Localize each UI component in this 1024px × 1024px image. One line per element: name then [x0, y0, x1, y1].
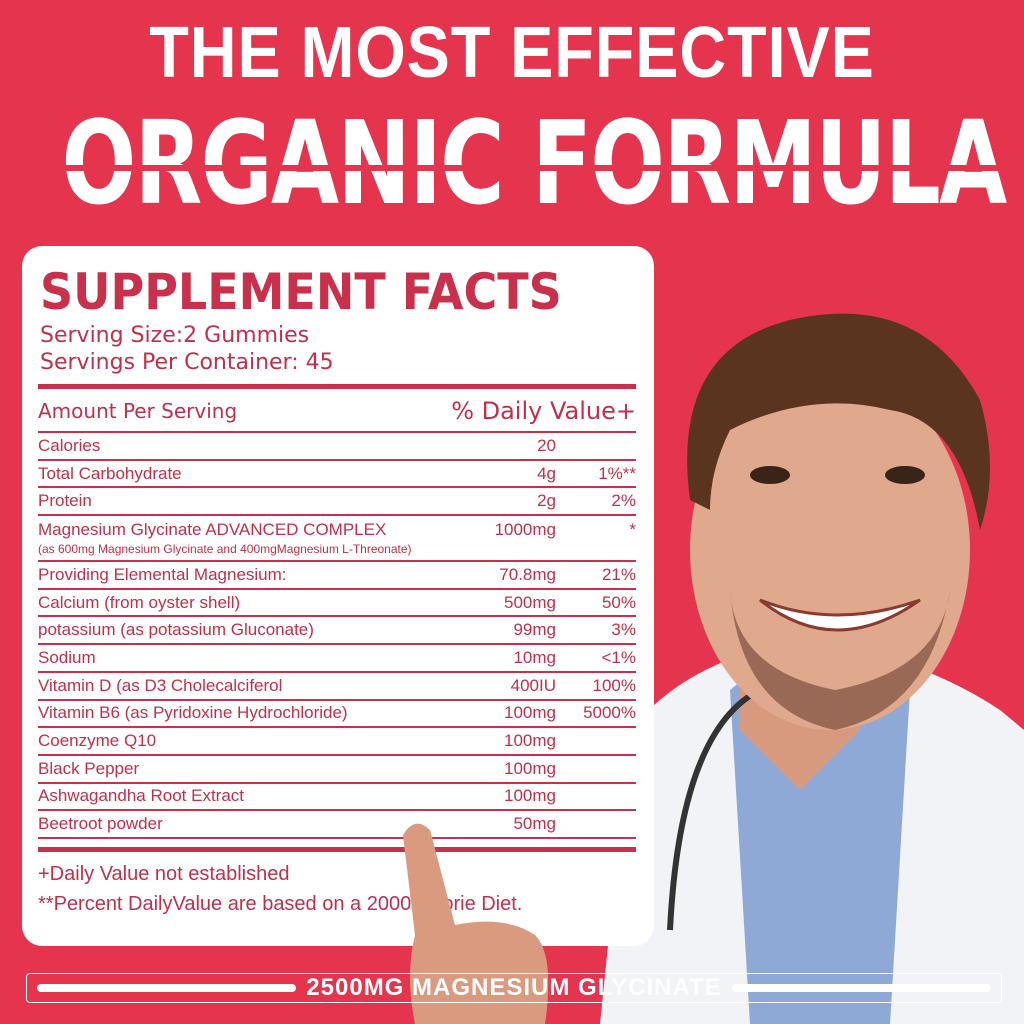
- nutrient-name: Total Carbohydrate: [38, 464, 476, 484]
- nutrient-dv: 3%: [611, 620, 636, 640]
- facts-title: SUPPLEMENT FACTS: [40, 263, 562, 321]
- nutrient-label: Sodium: [38, 647, 96, 667]
- banner-bar-right: [731, 984, 991, 992]
- table-row: potassium (as potassium Gluconate) 99mg 3%: [38, 617, 636, 646]
- banner-bar-left: [37, 984, 297, 992]
- headline-line1: THE MOST EFFECTIVE: [149, 13, 875, 93]
- nutrient-dv: 21%: [601, 564, 636, 584]
- nutrient-dv: *: [629, 520, 636, 540]
- table-row: Providing Elemental Magnesium: 70.8mg 21%: [38, 562, 636, 590]
- nutrient-label: Vitamin B6 (as Pyridoxine Hydrochloride): [38, 703, 348, 723]
- nutrient-dv: 1%**: [598, 463, 636, 483]
- nutrient-amount: 20: [537, 435, 556, 455]
- nutrient-name: Beetroot powder: [38, 814, 476, 834]
- nutrient-amount: 100mg: [504, 758, 556, 778]
- nutrient-name: potassium (as potassium Gluconate): [38, 620, 476, 640]
- nutrient-name: Sodium: [38, 648, 476, 668]
- nutrient-label: Vitamin D (as D3 Cholecalciferol: [38, 675, 283, 695]
- nutrient-label: Coenzyme Q10: [38, 731, 157, 751]
- nutrient-label: Beetroot powder: [38, 814, 163, 834]
- nutrient-amount: 400IU: [510, 675, 556, 695]
- table-row: Vitamin D (as D3 Cholecalciferol 400IU 100…: [38, 673, 636, 701]
- nutrient-amount: 4g: [537, 463, 556, 483]
- nutrient-label: Protein: [38, 491, 92, 511]
- table-row: Total Carbohydrate 4g 1%**: [38, 461, 636, 489]
- nutrient-name: Providing Elemental Magnesium:: [38, 565, 476, 585]
- nutrient-name: Calories: [38, 436, 476, 456]
- table-row: Magnesium Glycinate ADVANCED COMPLEX (as …: [38, 516, 636, 563]
- nutrient-name: Vitamin B6 (as Pyridoxine Hydrochloride): [38, 703, 476, 723]
- nutrient-amount: 50mg: [513, 814, 556, 834]
- nutrient-label: Calcium (from oyster shell): [38, 592, 241, 612]
- nutrient-dv: 50%: [601, 592, 636, 612]
- nutrient-label: potassium (as potassium Gluconate): [38, 620, 314, 640]
- nutrient-dv: 2%: [611, 491, 636, 511]
- footnote-1: +Daily Value not established: [38, 862, 290, 885]
- nutrient-label: Total Carbohydrate: [38, 463, 182, 483]
- nutrient-name: Coenzyme Q10: [38, 731, 476, 751]
- nutrient-amount: 100mg: [504, 703, 556, 723]
- headline-line2: ORGANIC FORMULA: [61, 96, 1007, 231]
- header-daily-value: % Daily Value+: [451, 397, 636, 425]
- nutrient-name: Protein: [38, 491, 476, 511]
- banner: 2500MG MAGNESIUM GLYCINATE: [26, 973, 1002, 1003]
- footnote-2: **Percent DailyValue are based on a 2000…: [38, 892, 523, 915]
- nutrient-amount: 100mg: [504, 786, 556, 806]
- table-row: Protein 2g 2%: [38, 488, 636, 517]
- nutrient-amount: 1000mg: [494, 520, 556, 540]
- header-amount: Amount Per Serving: [38, 399, 238, 423]
- nutrient-dv: <1%: [601, 647, 637, 667]
- nutrient-label: Ashwagandha Root Extract: [38, 786, 245, 806]
- nutrient-amount: 100mg: [504, 731, 556, 751]
- table-row: Coenzyme Q10 100mg: [38, 728, 636, 756]
- supplement-facts-panel: SUPPLEMENT FACTS Serving Size:2 Gummies …: [22, 246, 654, 946]
- nutrient-name: Magnesium Glycinate ADVANCED COMPLEX (as …: [38, 520, 476, 557]
- nutrient-name: Ashwagandha Root Extract: [38, 786, 476, 806]
- doctor-photo: [600, 313, 1024, 1024]
- nutrient-name: Black Pepper: [38, 759, 476, 779]
- nutrient-amount: 500mg: [504, 592, 556, 612]
- table-header: Amount Per Serving % Daily Value+: [38, 389, 636, 433]
- table-row: Ashwagandha Root Extract 100mg: [38, 784, 636, 812]
- nutrient-dv: 100%: [592, 675, 636, 695]
- nutrient-label: Black Pepper: [38, 758, 140, 778]
- divider: [38, 384, 636, 389]
- table-row: Calcium (from oyster shell) 500mg 50%: [38, 590, 636, 618]
- table-row: Beetroot powder 50mg: [38, 811, 636, 839]
- nutrient-label: Calories: [38, 435, 101, 455]
- nutrient-name: Vitamin D (as D3 Cholecalciferol: [38, 676, 476, 696]
- servings-per-container: Servings Per Container: 45: [40, 350, 334, 375]
- nutrient-name: Calcium (from oyster shell): [38, 593, 476, 613]
- banner-text: 2500MG MAGNESIUM GLYCINATE: [306, 974, 722, 1001]
- table-row: Vitamin B6 (as Pyridoxine Hydrochloride)…: [38, 701, 636, 729]
- serving-size: Serving Size:2 Gummies: [40, 323, 310, 348]
- table-row: Calories 20: [38, 433, 636, 461]
- nutrient-label: Magnesium Glycinate ADVANCED COMPLEX: [38, 520, 387, 540]
- nutrient-amount: 10mg: [513, 647, 556, 667]
- nutrient-amount: 70.8mg: [499, 564, 556, 584]
- headline-stripe: [0, 165, 1024, 171]
- nutrient-dv: 5000%: [583, 703, 636, 723]
- nutrient-amount: 99mg: [513, 620, 556, 640]
- table-row: Sodium 10mg <1%: [38, 645, 636, 673]
- nutrient-amount: 2g: [537, 491, 556, 511]
- table-row: Black Pepper 100mg: [38, 756, 636, 784]
- nutrient-sub: (as 600mg Magnesium Glycinate and 400mgM…: [38, 542, 412, 557]
- nutrient-label: Providing Elemental Magnesium:: [38, 564, 287, 584]
- divider: [38, 846, 636, 852]
